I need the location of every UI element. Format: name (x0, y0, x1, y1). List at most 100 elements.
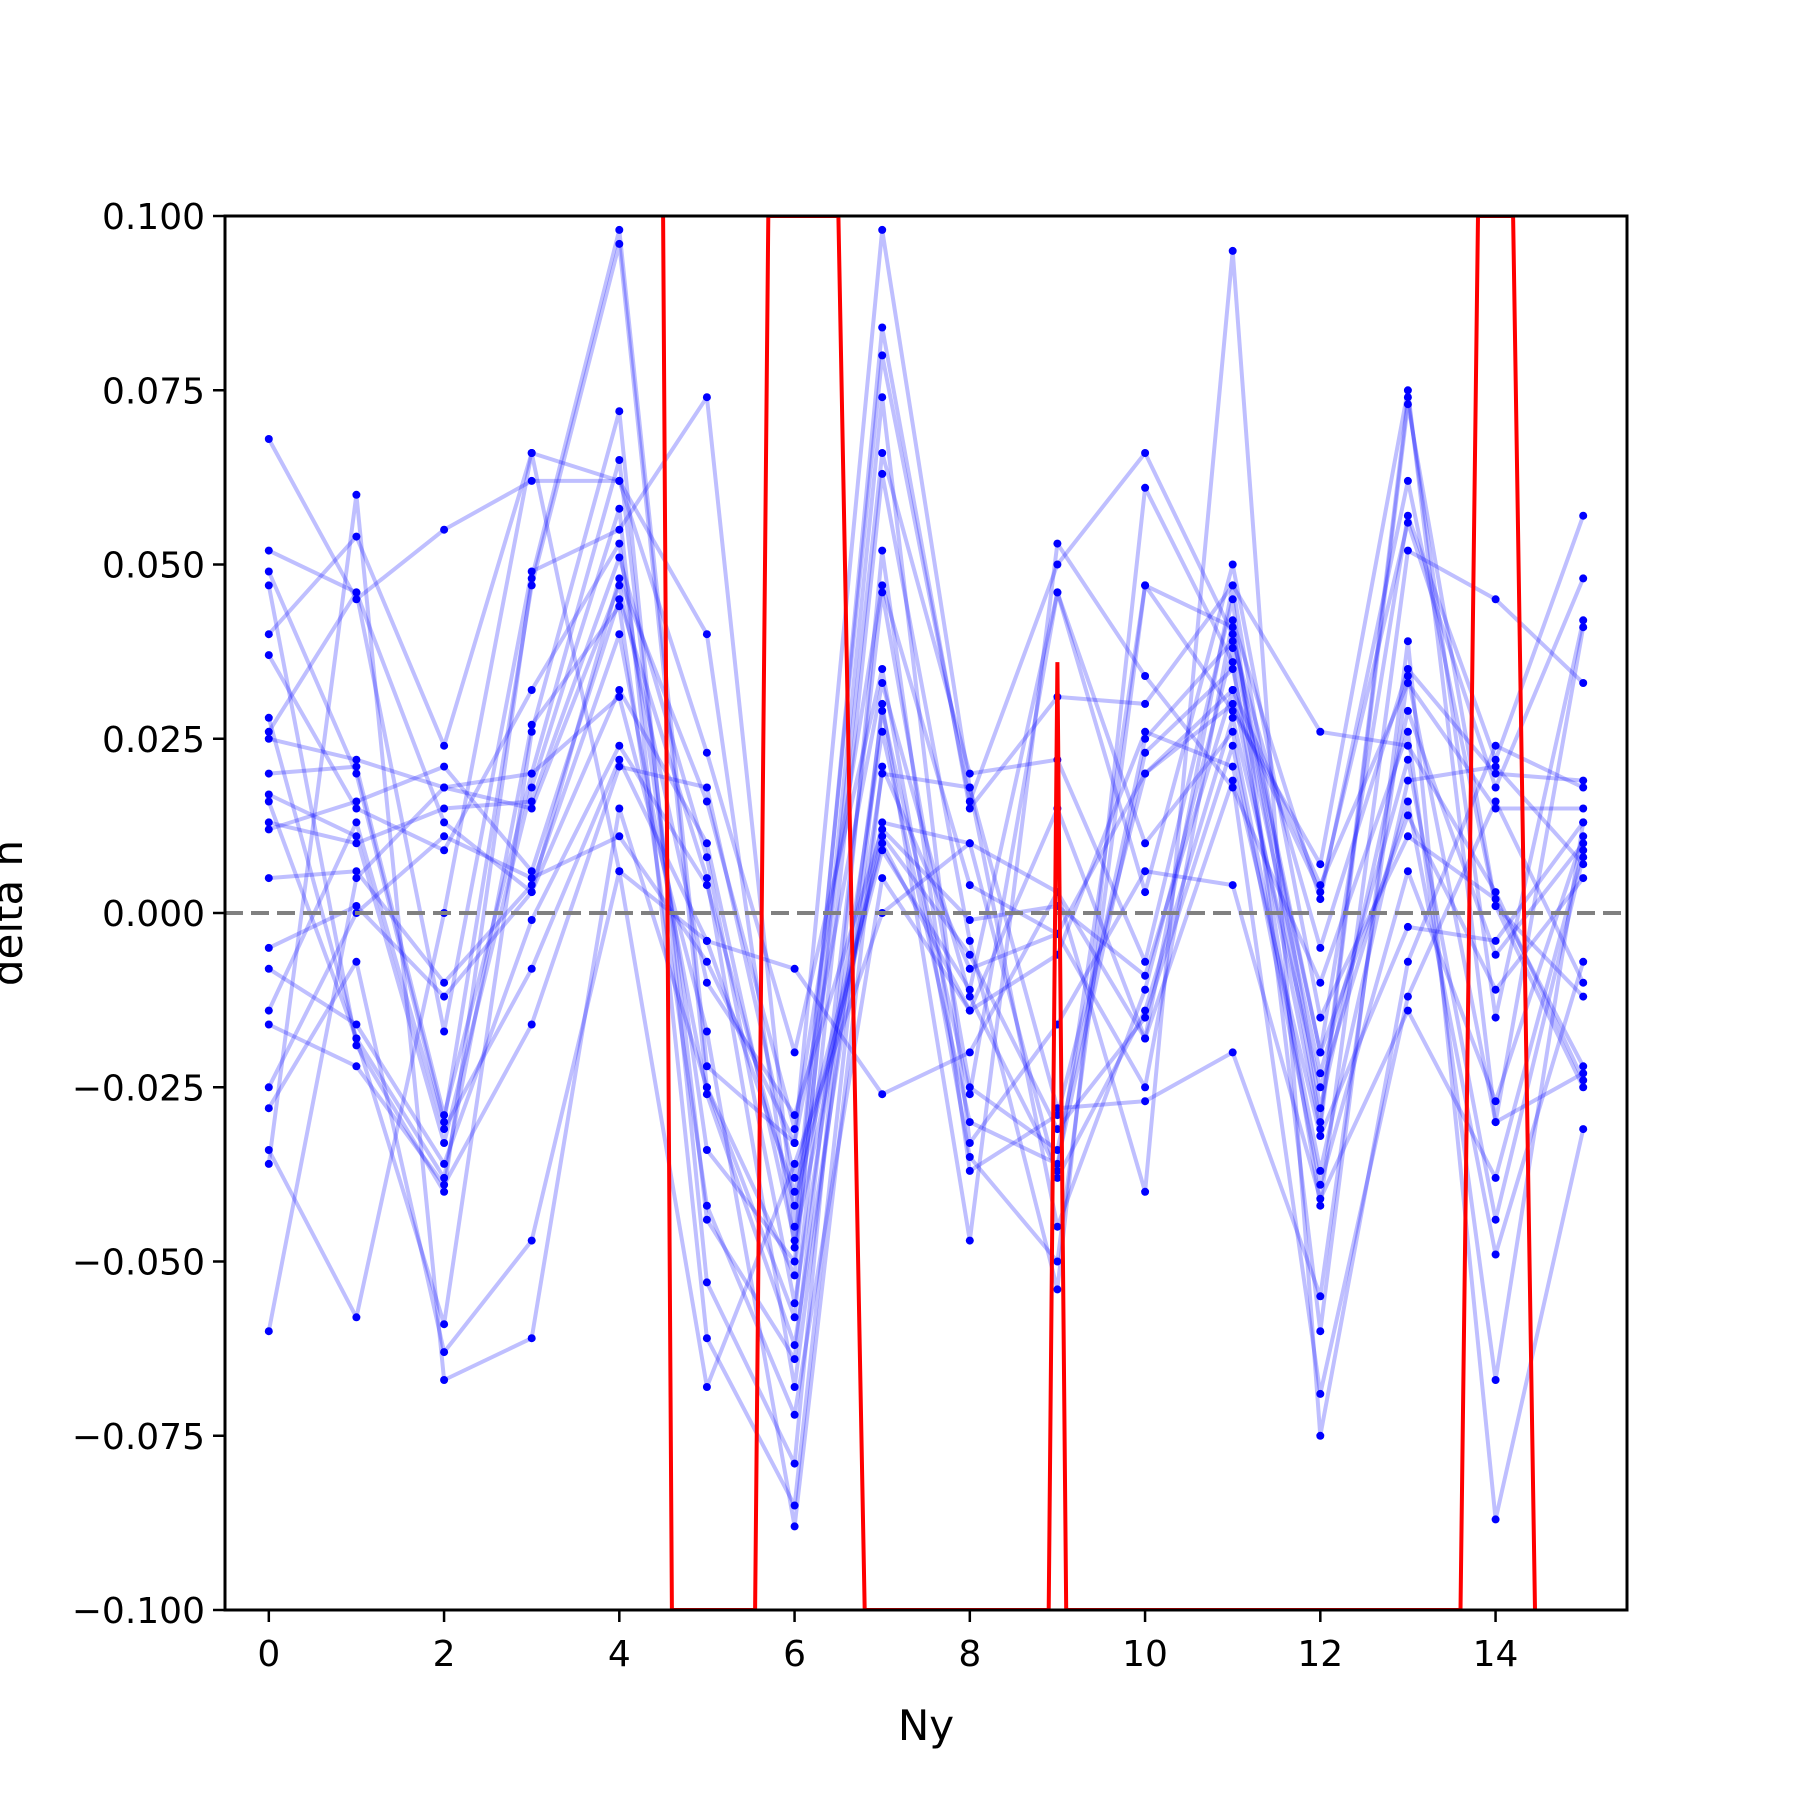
data-point (440, 1180, 449, 1189)
y-tick-label: −0.075 (72, 1417, 205, 1458)
series-line-23 (267, 576, 1584, 1132)
data-point (352, 588, 361, 597)
data-point (440, 846, 449, 855)
data-point (790, 1159, 799, 1168)
data-point (352, 595, 361, 604)
data-point (352, 832, 361, 841)
data-point (1053, 1104, 1062, 1113)
data-point (440, 1320, 449, 1329)
data-point (702, 797, 711, 806)
data-point (440, 525, 449, 534)
data-point (1316, 1389, 1325, 1398)
data-point (1228, 776, 1237, 785)
data-point (965, 950, 974, 959)
data-point (440, 1118, 449, 1127)
data-point (527, 581, 536, 590)
data-point (1579, 574, 1588, 583)
data-point (790, 1111, 799, 1120)
data-point (615, 239, 624, 248)
data-point (440, 762, 449, 771)
data-point (1053, 1166, 1062, 1175)
data-point (965, 804, 974, 813)
data-point (264, 1006, 273, 1015)
data-point (1403, 832, 1412, 841)
data-point (352, 1041, 361, 1050)
data-point (1579, 1062, 1588, 1071)
data-point (1141, 1097, 1150, 1106)
data-point (440, 1111, 449, 1120)
data-point (878, 393, 887, 402)
data-point (1403, 393, 1412, 402)
series-line-20 (266, 402, 1586, 1332)
data-point (440, 818, 449, 827)
data-point (527, 881, 536, 890)
data-point (527, 769, 536, 778)
data-point (965, 1153, 974, 1161)
data-point (352, 755, 361, 764)
data-point (440, 978, 449, 987)
data-point (1228, 686, 1237, 694)
data-point (702, 1090, 711, 1099)
data-point (1403, 727, 1412, 736)
data-point (1403, 776, 1412, 785)
series-line-8 (267, 506, 1586, 1508)
data-point (1228, 623, 1237, 632)
data-point (264, 567, 273, 576)
data-point (527, 783, 536, 792)
data-point (1228, 881, 1237, 890)
data-point (790, 1522, 799, 1531)
data-point (615, 225, 624, 234)
data-point (264, 790, 273, 799)
data-point (1141, 971, 1150, 980)
data-point (1579, 978, 1588, 987)
data-point (1491, 1097, 1500, 1106)
data-point (965, 1083, 974, 1092)
data-point (1141, 581, 1150, 590)
data-point (1491, 1250, 1500, 1259)
data-point (878, 679, 887, 687)
data-point (878, 1090, 887, 1099)
data-point (615, 755, 624, 764)
data-point (615, 456, 624, 464)
data-point (264, 874, 273, 883)
data-point (264, 651, 273, 660)
data-point (965, 1006, 974, 1015)
data-point (965, 1118, 974, 1127)
data-point (264, 1146, 273, 1154)
data-point (615, 581, 624, 590)
data-point (702, 783, 711, 792)
data-point (527, 476, 536, 485)
x-tick-label: 0 (257, 1634, 280, 1675)
data-point (264, 546, 273, 555)
data-point (527, 867, 536, 876)
data-point (878, 588, 887, 597)
data-point (352, 902, 361, 910)
y-tick-label: 0.000 (102, 894, 205, 935)
data-point (1228, 581, 1237, 590)
data-point (702, 748, 711, 757)
x-tick-label: 4 (608, 1634, 631, 1675)
y-axis-label: delta n (0, 840, 32, 986)
data-point (615, 539, 624, 548)
data-point (264, 1159, 273, 1168)
data-point (352, 797, 361, 806)
data-point (527, 888, 536, 897)
data-point (352, 1020, 361, 1029)
data-point (352, 490, 361, 499)
data-point (1141, 1006, 1150, 1015)
data-point (264, 769, 273, 778)
data-point (1403, 518, 1412, 527)
data-point (1141, 769, 1150, 778)
data-point (1316, 1069, 1325, 1078)
data-point (615, 867, 624, 876)
data-point (264, 1327, 273, 1336)
data-point (527, 916, 536, 924)
x-tick-label: 14 (1473, 1634, 1519, 1675)
y-tick-label: 0.025 (102, 720, 205, 761)
data-point (965, 1166, 974, 1175)
data-point (1316, 1327, 1325, 1336)
data-point (1141, 727, 1150, 736)
data-point (790, 1410, 799, 1419)
